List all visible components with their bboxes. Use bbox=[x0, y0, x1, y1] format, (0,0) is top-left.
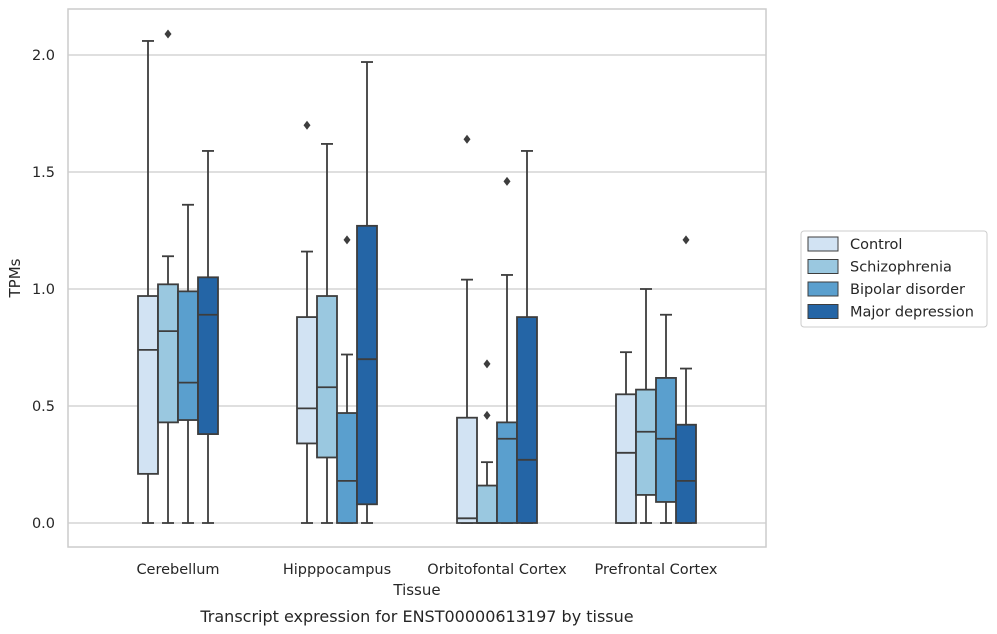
box-schizophrenia bbox=[476, 359, 498, 524]
outlier-point bbox=[503, 176, 511, 186]
x-axis-ticks: Cerebellum Hipppocampus Orbitofontal Corte… bbox=[136, 562, 717, 578]
box-control bbox=[615, 351, 637, 524]
x-tick-label: Prefrontal Cortex bbox=[595, 562, 718, 578]
legend-swatch bbox=[807, 236, 839, 252]
box-major-depression bbox=[197, 150, 219, 524]
outlier-point bbox=[483, 410, 491, 420]
legend-swatch bbox=[807, 304, 839, 319]
box-iqr bbox=[615, 393, 637, 524]
x-tick-label: Hipppocampus bbox=[283, 562, 391, 578]
y-tick-label: 0.0 bbox=[32, 516, 55, 532]
box-major-depression bbox=[516, 150, 538, 524]
box-iqr bbox=[137, 295, 159, 475]
legend-label: Control bbox=[850, 237, 902, 253]
legend-label: Bipolar disorder bbox=[850, 282, 965, 298]
box-control bbox=[456, 134, 478, 524]
box-schizophrenia bbox=[316, 143, 338, 524]
y-tick-label: 1.5 bbox=[32, 165, 55, 181]
box-iqr bbox=[456, 416, 478, 524]
box-iqr bbox=[516, 316, 538, 524]
x-tick-label: Orbitofontal Cortex bbox=[427, 562, 567, 578]
legend-label: Schizophrenia bbox=[850, 260, 952, 276]
outlier-point bbox=[164, 29, 172, 39]
box-major-depression bbox=[356, 61, 378, 524]
box-iqr bbox=[177, 290, 199, 421]
y-tick-label: 2.0 bbox=[32, 48, 55, 64]
box-iqr bbox=[356, 224, 378, 506]
box-iqr bbox=[476, 484, 498, 524]
y-tick-label: 0.5 bbox=[32, 399, 55, 415]
y-tick-label: 1.0 bbox=[32, 282, 55, 298]
outlier-point bbox=[463, 134, 471, 144]
y-axis-ticks: 0.0 0.5 1.0 1.5 2.0 bbox=[32, 48, 55, 532]
box-schizophrenia bbox=[157, 29, 179, 524]
legend-swatch bbox=[807, 259, 839, 274]
legend-swatch bbox=[807, 281, 839, 297]
box-bipolar-disorder bbox=[177, 203, 199, 524]
plot-frame bbox=[67, 8, 767, 548]
box-iqr bbox=[296, 316, 318, 445]
box-iqr bbox=[157, 283, 179, 424]
box-schizophrenia bbox=[635, 288, 657, 524]
chart-caption: Transcript expression for ENST0000061319… bbox=[199, 607, 633, 626]
outlier-point bbox=[682, 235, 690, 245]
box-plot-area bbox=[137, 29, 697, 524]
box-bipolar-disorder bbox=[655, 313, 677, 524]
box-bipolar-disorder bbox=[496, 176, 518, 524]
box-iqr bbox=[635, 388, 657, 496]
box-control bbox=[137, 40, 159, 524]
box-major-depression bbox=[675, 235, 697, 524]
x-axis-label: Tissue bbox=[392, 581, 440, 599]
box-iqr bbox=[336, 412, 358, 524]
box-iqr bbox=[197, 276, 219, 435]
box-iqr bbox=[655, 377, 677, 503]
legend-frame bbox=[800, 230, 988, 328]
outlier-point bbox=[483, 359, 491, 369]
box-iqr bbox=[675, 423, 697, 524]
outlier-point bbox=[343, 235, 351, 245]
x-tick-label: Cerebellum bbox=[136, 562, 219, 578]
outlier-point bbox=[303, 120, 311, 130]
y-axis-label: TPMs bbox=[6, 258, 24, 298]
box-control bbox=[296, 120, 318, 524]
box-bipolar-disorder bbox=[336, 235, 358, 524]
legend: Control Schizophrenia Bipolar disorder Majo… bbox=[800, 230, 988, 328]
box-iqr bbox=[316, 295, 338, 459]
legend-label: Major depression bbox=[850, 305, 974, 321]
box-iqr bbox=[496, 421, 518, 524]
